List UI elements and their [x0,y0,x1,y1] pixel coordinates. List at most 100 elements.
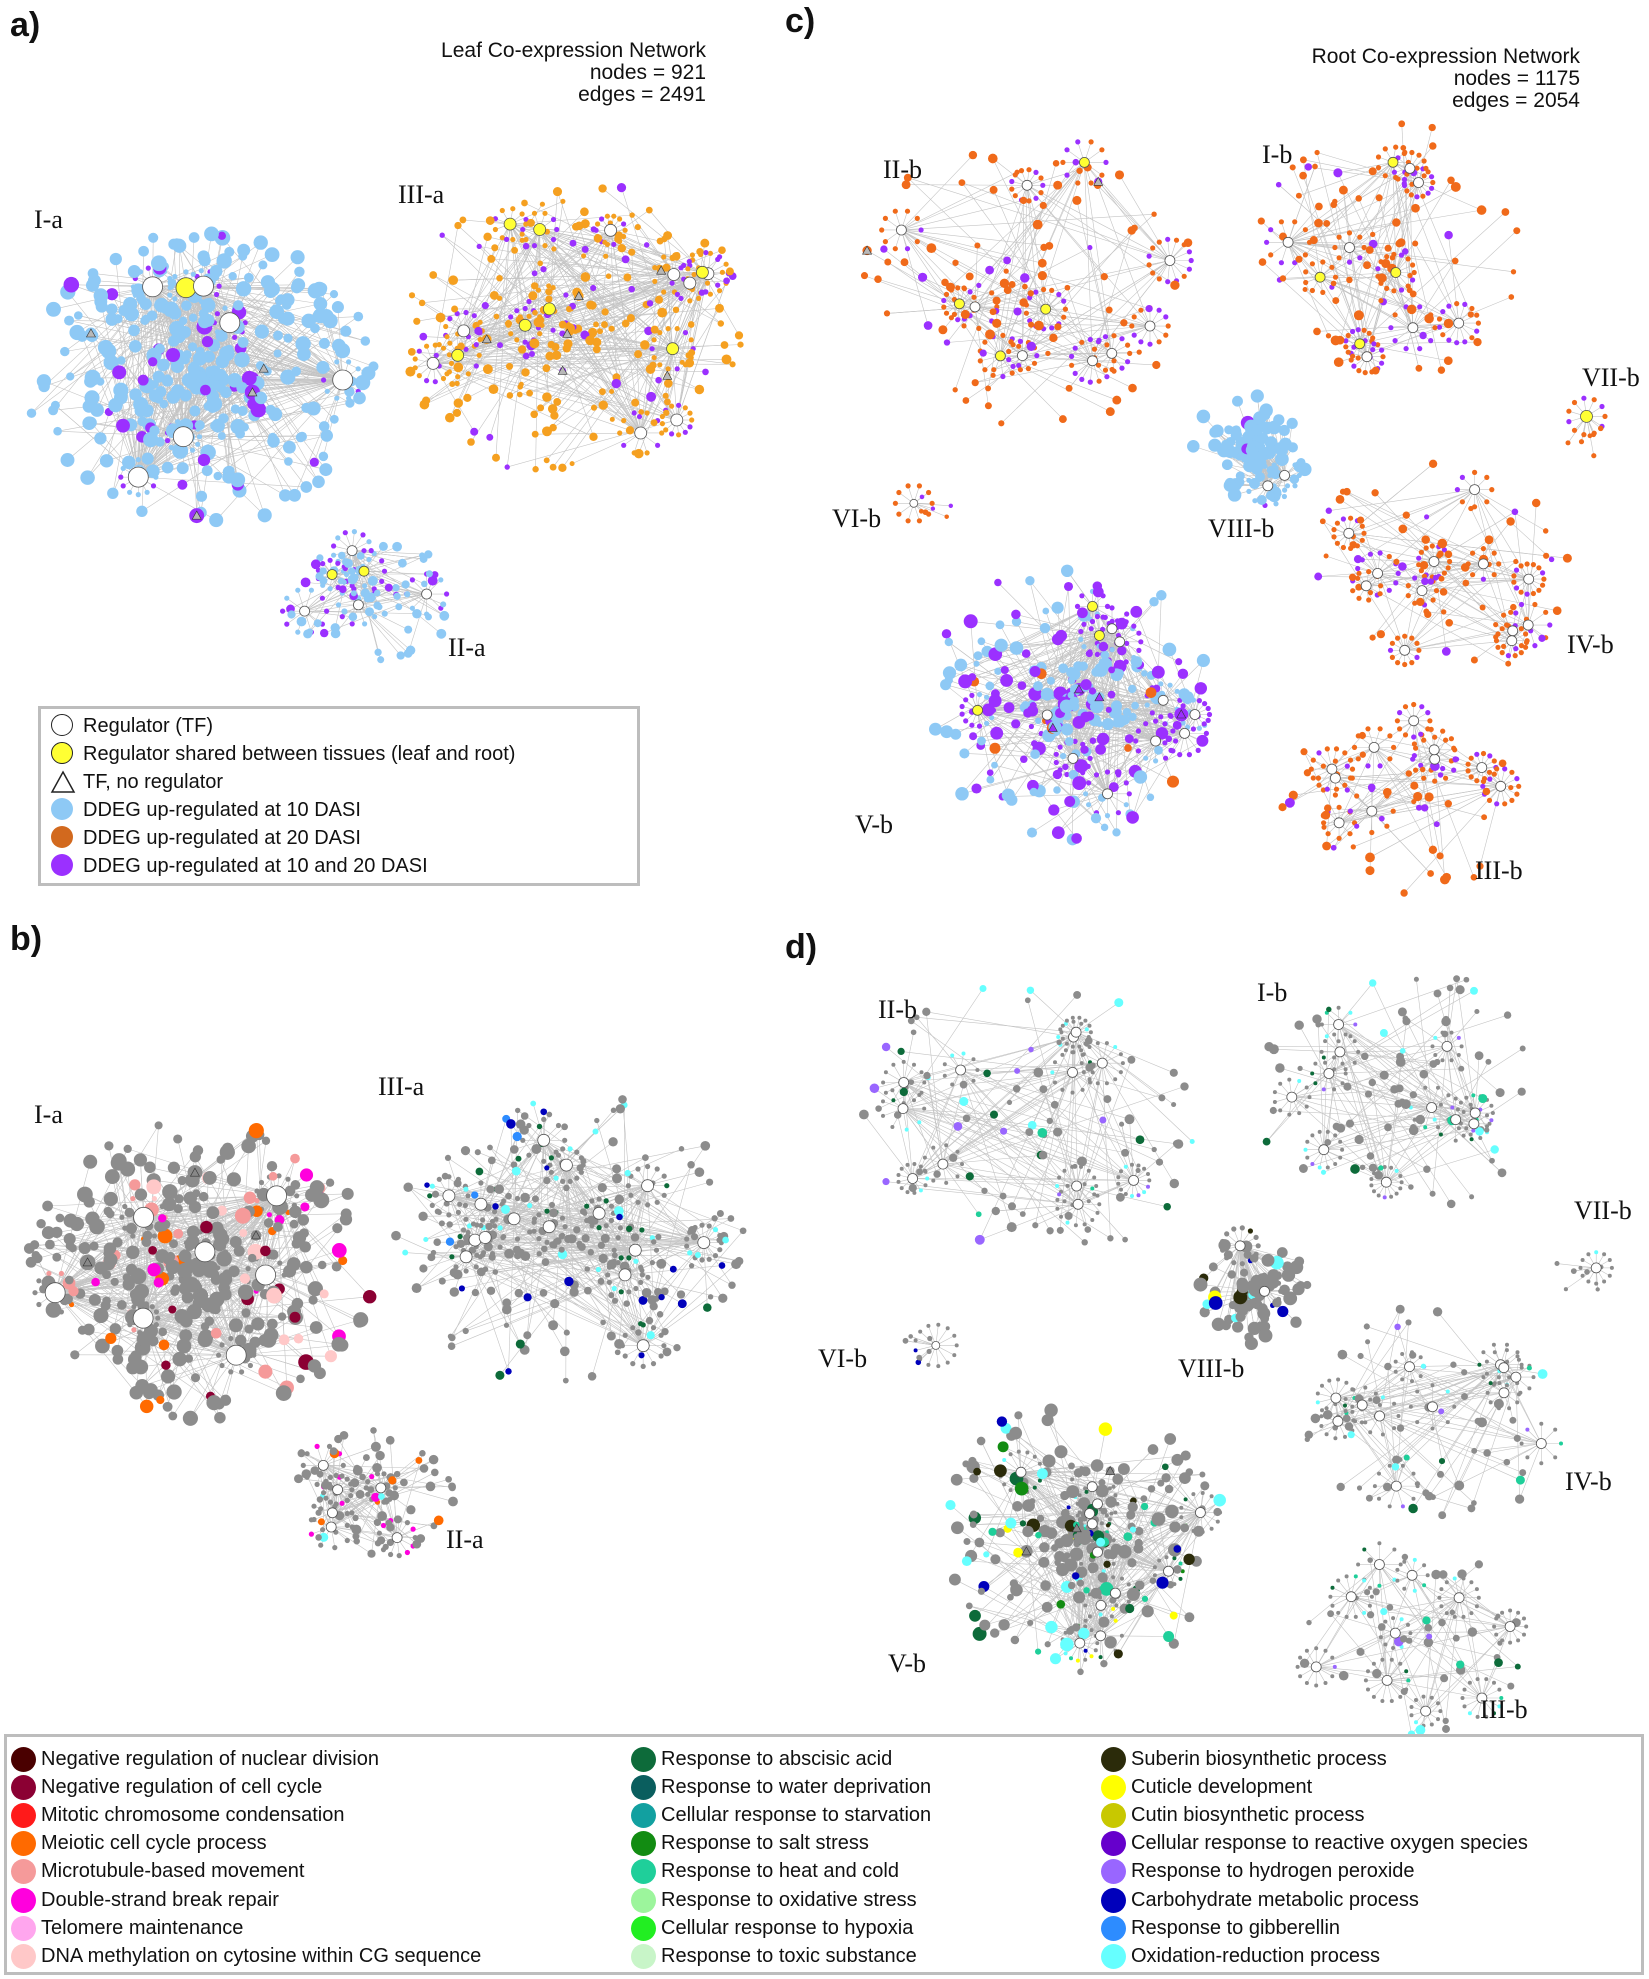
network-edge [432,247,622,364]
network-edge [457,325,526,356]
network-edge [258,379,343,410]
network-edge [1002,793,1108,798]
network-edge [176,328,184,437]
network-edge [901,213,1155,231]
network-edge [183,391,350,438]
network-edge [903,1032,914,1083]
panel-letter-b: b) [10,920,43,958]
network-edge [535,229,541,470]
network-edge [916,1016,1077,1033]
root-edges-count: edges = 2054 [1452,89,1580,112]
network-edge [432,273,708,364]
leaf-edges-count: edges = 2491 [578,83,706,106]
network-edge [902,1031,1077,1109]
network-edge [1075,1002,1119,1033]
network-edge [608,274,674,277]
network-edge [640,268,660,434]
network-edge [152,251,230,288]
network-edge [1565,1267,1597,1290]
network-edge [463,238,599,332]
network-edge [304,610,353,618]
network-edge [203,285,303,437]
root-network-title: Root Co-expression Network nodes = 1175 … [1200,46,1580,112]
network-edge [1323,1009,1330,1150]
network-edge [554,274,675,416]
network-edge [1000,355,1117,401]
network-edge [672,283,691,349]
network-edge [578,295,678,421]
network-edge [463,223,511,332]
network-edge [611,282,691,392]
network-edge [133,330,184,437]
network-edge [183,298,282,437]
network-edge [204,260,343,381]
network-edge [422,271,703,304]
network-edge [995,310,1001,356]
network-edge [358,604,401,656]
network-edge [448,1195,509,1372]
network-edge [183,436,286,496]
network-edge [463,282,690,332]
network-edge [183,316,359,437]
network-edge [640,274,675,434]
network-edge [549,257,673,310]
network-edge [179,245,343,381]
network-edge [487,236,690,284]
network-edge [540,274,675,409]
network-edge [569,330,641,434]
network-edge [138,476,307,488]
network-edge [396,1453,423,1538]
network-edge [117,318,139,478]
network-edge [331,1526,421,1539]
panel-letter-d: d) [785,928,818,966]
network-edge [906,184,1028,186]
panel-letter-a: a) [10,6,41,44]
network-edge [363,555,423,572]
network-edge [457,276,674,356]
network-edge [499,229,540,299]
network-edge [183,237,195,437]
network-edge [539,229,678,421]
network-edge [432,363,631,431]
network-edge [507,419,677,468]
network-edge [489,325,526,438]
network-edge [509,224,555,416]
network-edge [1273,1048,1340,1053]
network-edge [916,1017,961,1071]
network-edge [1098,181,1171,261]
network-edge [676,271,731,421]
network-edge [549,308,641,434]
network-edge [634,282,691,403]
root-nodes-count: nodes = 1175 [1453,67,1580,90]
network-edge [562,272,703,469]
network-edge [961,182,1171,261]
network-edge [509,348,673,367]
network-edge [514,250,526,326]
network-edge [457,329,655,356]
network-edge [1386,1149,1495,1183]
network-edge [1374,747,1435,760]
network-edge [538,322,678,421]
network-edge [457,354,604,406]
network-edge [1371,747,1375,812]
network-edge [1022,355,1093,362]
network-edge [1386,1123,1475,1183]
network-edge [572,432,641,464]
network-edge [479,282,690,333]
network-edge [666,272,703,413]
network-edge [524,325,641,434]
network-edge [432,225,459,364]
root-title-text: Root Co-expression Network [1311,45,1580,68]
leaf-title-text: Leaf Co-expression Network [441,39,706,62]
network-edge [183,402,350,438]
network-edge [119,322,230,373]
network-edge [304,581,372,612]
network-edge [1030,990,1077,1033]
network-edge [141,379,343,512]
network-edge [509,223,632,319]
network-edge [185,287,198,516]
network-edge [138,367,324,478]
network-edge [901,189,994,231]
network-edge [1075,1031,1193,1142]
